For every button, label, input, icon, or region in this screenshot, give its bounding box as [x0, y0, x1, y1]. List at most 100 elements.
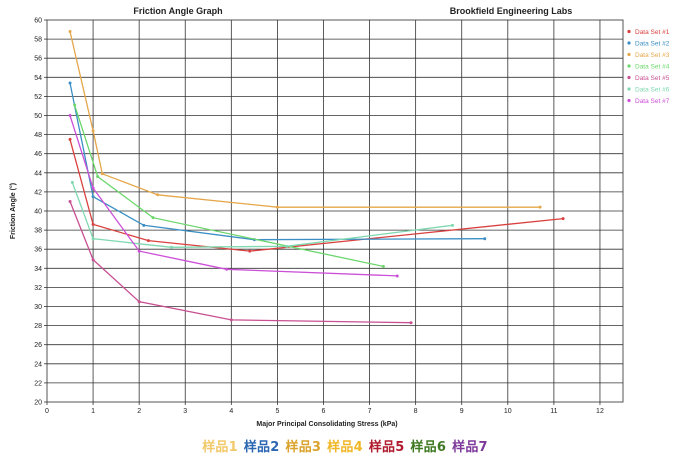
- legend-item: Data Set #1: [627, 29, 670, 36]
- x-tick-label: 6: [322, 408, 326, 415]
- series-7: [68, 114, 399, 278]
- x-tick-label: 3: [183, 408, 187, 415]
- x-tick-label: 2: [137, 408, 141, 415]
- data-point: [156, 193, 160, 197]
- data-point: [73, 103, 77, 107]
- series-6: [70, 180, 455, 249]
- x-axis-label: Major Principal Consolidating Stress (kP…: [256, 421, 397, 428]
- series-layer: [68, 29, 565, 325]
- y-tick-label: 52: [34, 94, 42, 101]
- x-tick-label: 4: [229, 408, 233, 415]
- data-point: [142, 223, 146, 227]
- legend-item: Data Set #7: [627, 98, 670, 105]
- legend-marker: [627, 75, 631, 80]
- sample-caption: 样品4: [327, 440, 363, 455]
- data-point: [68, 29, 72, 33]
- legend-marker: [627, 98, 631, 103]
- y-tick-label: 44: [34, 170, 42, 177]
- data-point: [68, 137, 72, 141]
- data-point: [483, 237, 487, 241]
- series-4: [73, 103, 385, 268]
- data-point: [68, 81, 72, 85]
- y-tick-label: 26: [34, 342, 42, 349]
- legend-item: Data Set #6: [627, 87, 670, 94]
- y-tick-label: 38: [34, 228, 42, 235]
- data-point: [275, 205, 279, 209]
- x-tick-label: 10: [504, 408, 512, 415]
- data-point: [169, 245, 173, 249]
- y-tick-label: 36: [34, 247, 42, 254]
- sample-caption: 样品6: [410, 440, 447, 455]
- data-point: [285, 244, 289, 248]
- chart-subtitle: Brookfield Engineering Labs: [450, 6, 573, 16]
- y-tick-label: 20: [34, 400, 42, 407]
- series-5: [68, 199, 413, 325]
- y-tick-label: 50: [34, 113, 42, 120]
- data-point: [395, 274, 399, 278]
- data-point: [91, 186, 95, 190]
- sample-caption: 样品3: [285, 440, 322, 455]
- sample-caption: 样品7: [452, 440, 488, 455]
- data-point: [137, 249, 141, 253]
- x-tick-label: 5: [275, 408, 279, 415]
- x-tick-label: 8: [414, 408, 418, 415]
- y-tick-label: 24: [34, 361, 42, 368]
- data-point: [151, 216, 155, 220]
- legend-label: Data Set #7: [635, 98, 670, 105]
- y-axis-ticks: 20 22 24 26 28 30 32 34 36 38 40 42 44 46 48 50 52 54 56 58…: [34, 18, 47, 407]
- x-tick-label: 0: [45, 408, 49, 415]
- data-point: [229, 318, 233, 322]
- y-tick-label: 30: [34, 304, 42, 311]
- series-line: [73, 104, 384, 268]
- data-point: [146, 239, 150, 243]
- series-1: [68, 137, 565, 253]
- data-point: [100, 172, 104, 176]
- legend: Data Set #1 Data Set #2 Data Set #3 Data Se…: [627, 29, 670, 105]
- x-tick-label: 9: [460, 408, 464, 415]
- legend-item: Data Set #5: [627, 75, 670, 82]
- data-point: [96, 175, 100, 179]
- data-point: [91, 129, 95, 133]
- chart-title: Friction Angle Graph: [133, 6, 222, 16]
- y-tick-label: 46: [34, 151, 42, 158]
- x-tick-label: 1: [91, 408, 95, 415]
- legend-marker: [627, 41, 631, 45]
- series-2: [68, 81, 487, 242]
- x-tick-label: 11: [550, 408, 557, 415]
- friction-angle-chart: 0 1 2 3 4 5 6 7 8 9 10 11 12 20222426283032343638404…: [9, 6, 670, 428]
- y-tick-label: 28: [34, 323, 42, 330]
- data-point: [248, 249, 252, 253]
- data-point: [91, 237, 95, 241]
- sample-caption-row: 样品1 样品2 样品3 样品4 样品5 样品6 样品7: [0, 436, 690, 458]
- data-point: [561, 217, 565, 221]
- data-point: [538, 205, 542, 209]
- data-point: [91, 222, 95, 226]
- legend-marker: [627, 87, 631, 91]
- data-point: [91, 258, 95, 262]
- legend-label: Data Set #3: [635, 52, 670, 59]
- y-tick-label: 48: [34, 132, 42, 139]
- data-point: [68, 114, 72, 117]
- legend-marker: [627, 64, 631, 68]
- y-tick-label: 58: [34, 37, 42, 44]
- y-tick-label: 32: [34, 285, 42, 292]
- y-tick-label: 56: [34, 56, 42, 63]
- legend-label: Data Set #4: [635, 64, 670, 71]
- y-tick-label: 22: [34, 380, 42, 387]
- y-tick-label: 34: [34, 266, 42, 273]
- data-point: [68, 199, 72, 203]
- y-tick-label: 54: [34, 75, 42, 82]
- legend-label: Data Set #1: [635, 29, 670, 36]
- y-tick-label: 42: [34, 189, 42, 196]
- legend-item: Data Set #2: [627, 41, 670, 48]
- x-axis-ticks: 0 1 2 3 4 5 6 7 8 9 10 11 12: [45, 402, 604, 415]
- legend-label: Data Set #5: [635, 75, 670, 82]
- sample-caption: 样品1: [202, 440, 238, 455]
- y-tick-label: 40: [34, 209, 42, 216]
- sample-caption: 样品2: [243, 440, 280, 455]
- data-point: [137, 300, 141, 304]
- legend-marker: [627, 29, 631, 34]
- legend-item: Data Set #4: [627, 64, 670, 71]
- legend-marker: [627, 52, 631, 57]
